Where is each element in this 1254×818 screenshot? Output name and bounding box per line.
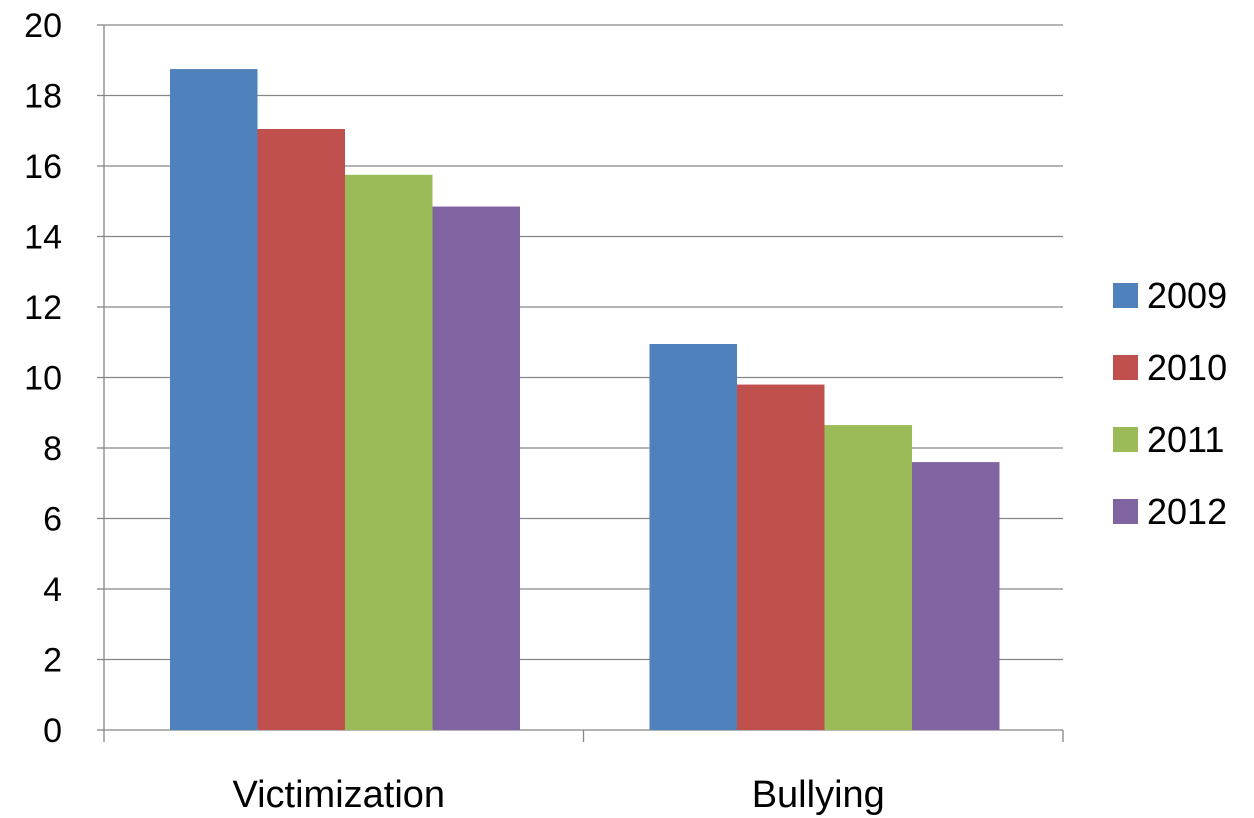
legend-swatch-2012 [1113,499,1138,524]
y-tick-label-0: 0 [43,712,62,750]
x-category-label-victimization: Victimization [232,774,445,816]
bar-victimization-2010 [257,128,345,731]
bar-victimization-2009 [170,69,258,730]
legend-swatch-2010 [1113,355,1138,380]
bar-bullying-2012 [912,462,1000,730]
legend-swatch-2009 [1113,283,1138,308]
legend: 2009 2010 2011 2012 [1113,275,1227,532]
y-tick-label-6: 6 [43,501,62,539]
y-tick-label-12: 12 [24,289,62,327]
y-tick-label-8: 8 [43,430,62,468]
legend-label-2012: 2012 [1147,491,1227,532]
bar-bullying-2009 [649,344,737,730]
y-tick-label-18: 18 [24,78,62,116]
y-tick-label-2: 2 [43,642,62,680]
legend-label-2009: 2009 [1147,275,1227,316]
legend-label-2011: 2011 [1147,419,1224,460]
x-category-label-bullying: Bullying [752,774,885,816]
bars [170,69,1000,731]
bar-victimization-2012 [432,206,520,731]
bar-victimization-2011 [345,174,433,730]
y-tick-label-20: 20 [24,7,62,45]
legend-label-2010: 2010 [1147,347,1227,388]
tick-labels: 0 2 4 6 8 10 12 14 16 18 20 Victimization Bullying [24,7,885,816]
y-tick-label-14: 14 [24,219,62,257]
bar-bullying-2011 [824,425,912,730]
y-tick-label-16: 16 [24,148,62,186]
y-tick-label-10: 10 [24,360,62,398]
y-tick-label-4: 4 [43,571,62,609]
bar-bullying-2010 [737,384,825,730]
legend-swatch-2011 [1113,427,1138,452]
